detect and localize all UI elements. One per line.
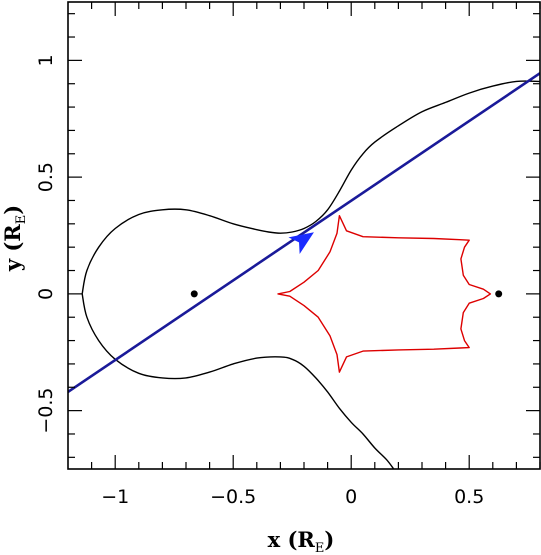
direction-arrow bbox=[288, 232, 314, 255]
x-axis-label-close: ) bbox=[324, 527, 334, 552]
curves-layer bbox=[68, 72, 540, 469]
x-axis-label-sub: E bbox=[315, 541, 325, 555]
lens-position-1 bbox=[190, 290, 198, 298]
x-tick-label: −1 bbox=[101, 486, 129, 508]
y-axis-label: y (RE) bbox=[0, 205, 29, 272]
critical-curve-lower bbox=[81, 293, 395, 469]
x-tick-label: −0.5 bbox=[210, 486, 256, 508]
y-tick-label: 1 bbox=[35, 54, 57, 66]
caustic-curve bbox=[277, 215, 492, 373]
y-axis-label-sub: E bbox=[14, 215, 29, 225]
critical-curve-upper bbox=[81, 80, 540, 295]
y-axis-label-main: y (R bbox=[0, 224, 25, 272]
y-tick-label: 0.5 bbox=[35, 162, 57, 192]
lens-position-2 bbox=[495, 290, 503, 298]
y-tick-label: −0.5 bbox=[35, 388, 57, 434]
source-trajectory-line bbox=[68, 72, 540, 393]
series-group bbox=[68, 72, 540, 469]
x-axis-label: x (RE) bbox=[268, 527, 335, 555]
x-tick-label: 0 bbox=[345, 486, 357, 508]
y-tick-label: 0 bbox=[35, 288, 57, 300]
tick-labels-layer: −1 −0.5 0 0.5 −0.5 0 0.5 1 bbox=[35, 54, 484, 508]
x-tick-label: 0.5 bbox=[454, 486, 484, 508]
x-axis-label-main: x (R bbox=[268, 527, 316, 552]
ticks-layer bbox=[68, 2, 541, 469]
y-axis-label-close: ) bbox=[0, 205, 25, 215]
